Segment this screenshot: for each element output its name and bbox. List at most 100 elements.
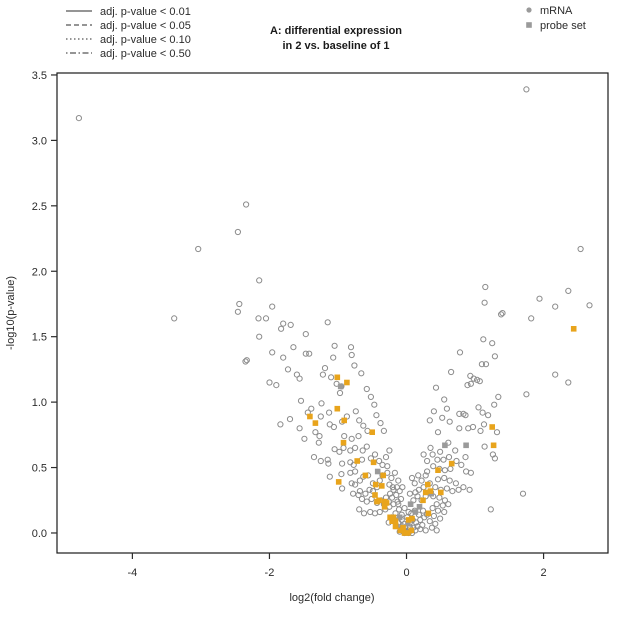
data-point-probe-set <box>335 479 342 485</box>
chart-title-line-2: in 2 vs. baseline of 1 <box>283 40 390 52</box>
data-point-mrna <box>347 344 355 351</box>
data-point-mrna <box>348 435 355 442</box>
data-point-mrna <box>426 417 433 424</box>
data-point-mrna <box>373 412 380 419</box>
data-point-mrna <box>243 357 250 364</box>
data-point-mrna <box>432 384 440 391</box>
data-point-probe-set <box>374 468 381 475</box>
data-point-mrna <box>491 455 498 462</box>
data-point-probe-set <box>392 518 399 524</box>
legend-marker-square-icon <box>526 22 532 28</box>
data-point-mrna <box>330 354 337 361</box>
legend-line-label: adj. p-value < 0.10 <box>100 34 191 46</box>
data-point-mrna <box>405 508 412 516</box>
data-point-probe-set <box>312 420 319 426</box>
data-point-mrna <box>479 409 486 416</box>
y-tick-label: 3.0 <box>32 135 47 147</box>
data-point-mrna <box>326 409 333 416</box>
data-point-mrna <box>316 433 323 440</box>
data-point-mrna <box>371 451 379 458</box>
data-point-probe-set <box>344 379 350 386</box>
pvalue-line-legend: adj. p-value < 0.01 adj. p-value < 0.05 ad… <box>66 6 191 60</box>
data-point-mrna <box>339 485 346 492</box>
data-point-mrna <box>446 418 453 425</box>
data-point-probe-set <box>390 514 397 521</box>
data-point-mrna <box>352 481 359 488</box>
data-point-mrna <box>439 414 446 421</box>
data-point-mrna <box>491 353 498 360</box>
data-point-mrna <box>352 408 359 415</box>
data-point-probe-set <box>405 521 411 527</box>
data-point-mrna <box>338 471 345 478</box>
data-point-mrna <box>467 469 474 476</box>
data-point-mrna <box>467 372 474 379</box>
data-point-mrna <box>324 319 331 326</box>
chart-title-line-1: A: differential expression <box>270 25 402 37</box>
data-point-mrna <box>286 416 294 423</box>
data-point-mrna <box>256 277 263 284</box>
data-point-mrna <box>352 468 359 475</box>
data-point-probe-set <box>379 483 385 489</box>
data-point-mrna <box>422 472 429 479</box>
data-point-mrna <box>443 485 450 492</box>
data-point-mrna <box>312 429 319 436</box>
data-point-probe-set <box>380 472 386 479</box>
data-point-mrna <box>273 382 280 389</box>
data-point-mrna <box>434 476 442 483</box>
axis-ticks: -4 -2 0 2 0.0 0.5 1.0 1.5 2.0 2.5 3.0 3.5 <box>32 70 547 579</box>
y-tick-label: 0.5 <box>32 463 47 475</box>
data-point-mrna <box>386 447 393 454</box>
data-point-mrna <box>395 506 403 513</box>
data-point-mrna <box>360 422 367 429</box>
data-point-mrna <box>380 427 387 434</box>
data-point-mrna <box>350 490 357 497</box>
data-point-mrna <box>262 315 270 322</box>
data-point-mrna <box>477 427 484 434</box>
data-point-mrna <box>317 457 324 465</box>
data-point-mrna <box>389 484 396 491</box>
data-point-mrna <box>284 366 292 373</box>
y-tick-label: 2.0 <box>32 266 47 278</box>
data-point-probe-set <box>438 489 444 496</box>
data-point-mrna <box>565 287 572 294</box>
data-point-mrna <box>359 447 366 454</box>
data-point-mrna <box>439 502 446 509</box>
data-point-mrna <box>493 429 501 436</box>
x-tick-label: 2 <box>541 567 547 579</box>
data-point-probe-set <box>372 492 378 498</box>
data-point-mrna <box>428 524 435 531</box>
data-point-mrna <box>480 421 488 428</box>
data-point-mrna <box>351 362 358 369</box>
y-tick-label: 0.0 <box>32 528 47 540</box>
data-point-mrna <box>319 371 326 378</box>
data-point-mrna <box>523 391 530 398</box>
marker-legend: mRNA probe set <box>526 5 586 32</box>
data-point-mrna <box>430 408 437 415</box>
data-point-mrna <box>364 427 371 434</box>
data-point-mrna <box>440 456 447 463</box>
data-point-mrna <box>469 423 477 431</box>
data-point-mrna <box>376 457 383 465</box>
data-point-mrna <box>499 310 506 317</box>
data-point-mrna <box>340 444 347 451</box>
data-point-probe-set <box>340 439 347 446</box>
data-point-mrna <box>171 315 178 322</box>
data-point-mrna <box>310 454 318 461</box>
data-point-mrna <box>317 413 324 420</box>
data-point-mrna <box>441 497 448 504</box>
data-point-probe-set <box>408 527 415 534</box>
data-point-probe-set <box>354 458 360 464</box>
data-point-mrna <box>482 283 489 291</box>
data-point-mrna <box>347 447 354 454</box>
data-point-mrna <box>470 375 477 382</box>
data-point-mrna <box>453 457 460 465</box>
data-point-mrna <box>308 405 315 412</box>
data-point-mrna <box>382 454 390 461</box>
data-point-mrna <box>269 303 276 310</box>
data-point-mrna <box>287 321 294 328</box>
data-point-mrna <box>448 368 455 376</box>
data-point-mrna <box>456 410 463 417</box>
data-point-probe-set <box>489 424 495 430</box>
data-point-mrna <box>519 490 527 497</box>
data-point-mrna <box>234 308 241 315</box>
